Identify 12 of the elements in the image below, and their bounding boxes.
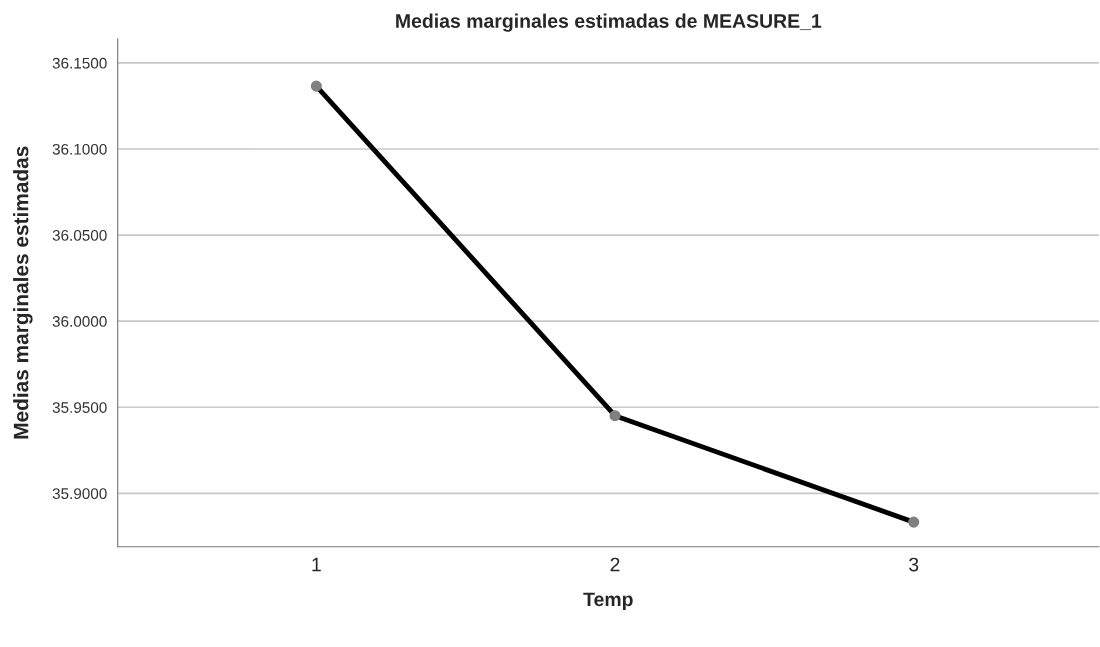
y-tick-label: 35.9500 — [52, 402, 107, 413]
chart-title: Medias marginales estimadas de MEASURE_1 — [396, 13, 822, 32]
y-axis-title: Medias marginales estimadas — [13, 146, 33, 439]
y-tick-label: 36.1000 — [52, 143, 107, 155]
y-tick-label: 36.0500 — [52, 229, 107, 241]
y-tick-label: 36.0000 — [52, 316, 107, 327]
y-tick-label: 36.1500 — [52, 57, 107, 69]
x-tick-label: 1 — [312, 557, 321, 572]
x-axis-title: Temp — [583, 592, 633, 611]
y-tick-label: 35.9000 — [52, 488, 107, 500]
x-tick-label: 2 — [610, 557, 620, 572]
x-tick-label: 3 — [909, 557, 919, 572]
